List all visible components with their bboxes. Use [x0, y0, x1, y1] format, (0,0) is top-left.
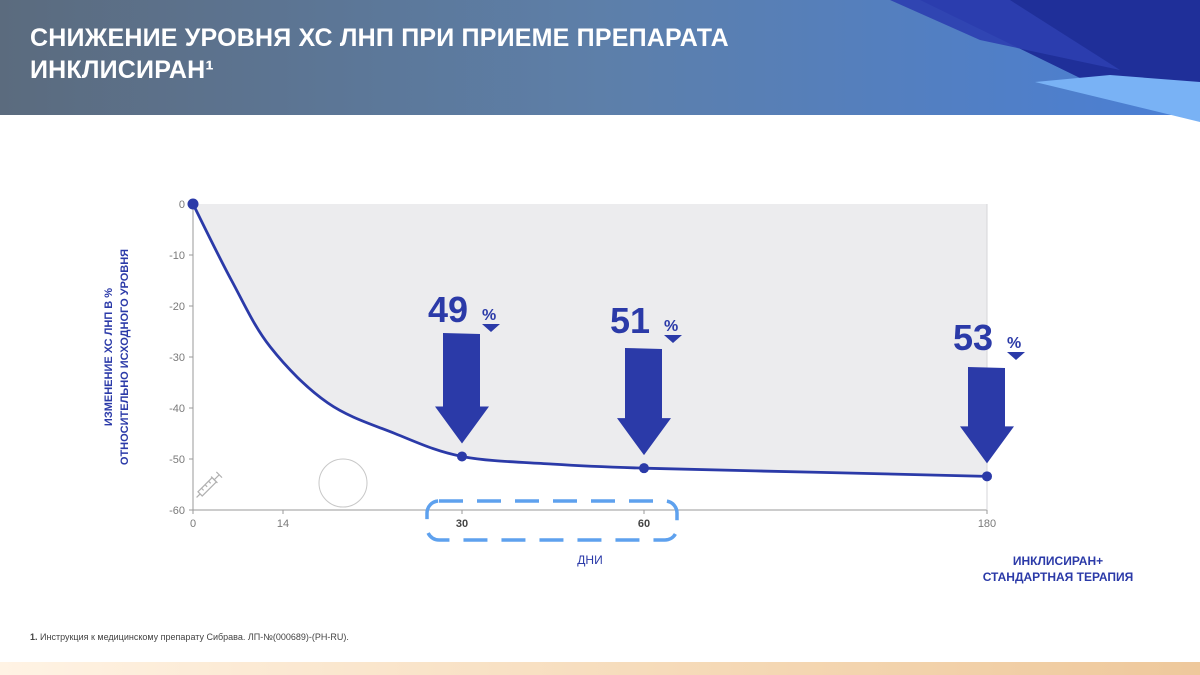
- curve-marker-point: [639, 463, 649, 474]
- down-arrow-icon: [960, 367, 1014, 464]
- x-tick-label: 0: [190, 518, 196, 530]
- x-tick-label: 14: [277, 518, 289, 530]
- reduction-annotation: 49%: [428, 289, 500, 444]
- down-arrow-icon: [435, 333, 489, 444]
- down-chevron-icon: [1007, 352, 1025, 360]
- y-tick-label: -40: [169, 403, 185, 415]
- down-chevron-icon: [482, 324, 500, 332]
- curve-marker-point: [187, 198, 199, 210]
- reduction-value: 49: [428, 289, 468, 330]
- reduction-annotations: 49% 51% 53%: [428, 289, 1025, 464]
- y-tick-label: -10: [169, 250, 185, 262]
- bottom-decorative-bar: [0, 662, 1200, 675]
- down-arrow-icon: [617, 348, 671, 456]
- legend-series-line-1: ИНКЛИСИРАН+: [1013, 554, 1103, 568]
- page-title-line-1: СНИЖЕНИЕ УРОВНЯ ХС ЛНП ПРИ ПРИЕМЕ ПРЕПАР…: [30, 24, 729, 52]
- y-tick-label: -60: [169, 505, 185, 517]
- x-tick-label: 30: [456, 518, 468, 530]
- y-tick-label: -20: [169, 301, 185, 313]
- x-axis-ticks: 0 14 30 60 180: [190, 510, 996, 530]
- curve-markers: [187, 198, 992, 482]
- reduction-annotation: 51%: [610, 300, 682, 456]
- reduction-value: 51: [610, 300, 650, 341]
- curve-marker-point: [982, 471, 992, 482]
- reduction-unit: %: [482, 307, 496, 324]
- reduction-unit: %: [1007, 335, 1021, 352]
- reduction-annotation: 53%: [953, 317, 1025, 464]
- syringe-icon: [196, 471, 223, 498]
- ldl-reduction-chart: 0-10-20-30-40-50-60 0 14 30 60 180 49% 51% 53%…: [103, 198, 1134, 584]
- page-title-line-2: ИНКЛИСИРАН¹: [30, 56, 214, 84]
- reduction-unit: %: [664, 318, 678, 335]
- y-tick-label: -50: [169, 454, 185, 466]
- y-tick-label: -30: [169, 352, 185, 364]
- curve-marker-point: [457, 451, 467, 462]
- x-tick-label: 180: [978, 518, 996, 530]
- y-axis-label-line-2: ОТНОСИТЕЛЬНО ИСХОДНОГО УРОВНЯ: [119, 249, 131, 465]
- reduction-value: 53: [953, 317, 993, 358]
- y-axis-label-line-1: ИЗМЕНЕНИЕ ХС ЛНП В %: [103, 288, 115, 426]
- down-chevron-icon: [664, 335, 682, 343]
- page-title: СНИЖЕНИЕ УРОВНЯ ХС ЛНП ПРИ ПРИЕМЕ ПРЕПАР…: [30, 22, 729, 86]
- x-tick-label: 60: [638, 518, 650, 530]
- footnote-text: Инструкция к медицинскому препарату Сибр…: [37, 632, 349, 642]
- legend-series-line-2: СТАНДАРТНАЯ ТЕРАПИЯ: [983, 570, 1134, 584]
- x-axis-label: ДНИ: [577, 553, 602, 567]
- y-axis-ticks: 0 -10 -20 -30 -40 -50 -60: [169, 199, 193, 517]
- highlight-box: [425, 499, 679, 542]
- footnote: 1. Инструкция к медицинскому препарату С…: [30, 632, 349, 642]
- y-tick-label: 0: [179, 199, 185, 211]
- placeholder-circle-icon: [318, 458, 368, 508]
- footnote-number: 1.: [30, 632, 38, 642]
- header-decoration: [890, 0, 1200, 122]
